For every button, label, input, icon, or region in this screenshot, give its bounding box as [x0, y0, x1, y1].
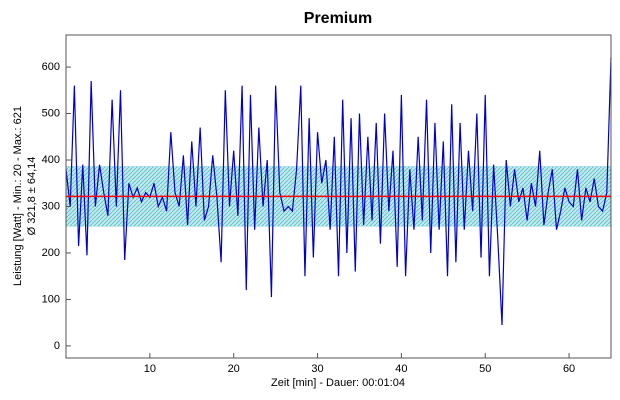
y-tick-label: 400 [42, 154, 60, 166]
y-axis-stats: Ø 321,8 ± 64,14 [26, 157, 38, 236]
x-tick-label: 20 [228, 363, 240, 375]
x-axis-label: Zeit [min] - Dauer: 00:01:04 [271, 377, 405, 389]
x-tick-label: 60 [563, 363, 575, 375]
x-tick-label: 10 [144, 363, 156, 375]
plot-frame [65, 34, 612, 359]
x-tick-label: 30 [311, 363, 323, 375]
y-tick-label: 300 [42, 200, 60, 212]
x-tick-label: 40 [395, 363, 407, 375]
power-line [65, 57, 612, 326]
plot-area [65, 57, 612, 326]
y-tick-label: 500 [42, 107, 60, 119]
y-tick-label: 600 [42, 61, 60, 73]
y-axis-label: Leistung [Watt] - Min.: 20 - Max.: 621 [12, 106, 24, 286]
y-tick-label: 200 [42, 247, 60, 259]
x-tick-label: 50 [479, 363, 491, 375]
y-tick-label: 0 [54, 340, 60, 352]
y-tick-label: 100 [42, 293, 60, 305]
chart-title: Premium [304, 10, 372, 27]
